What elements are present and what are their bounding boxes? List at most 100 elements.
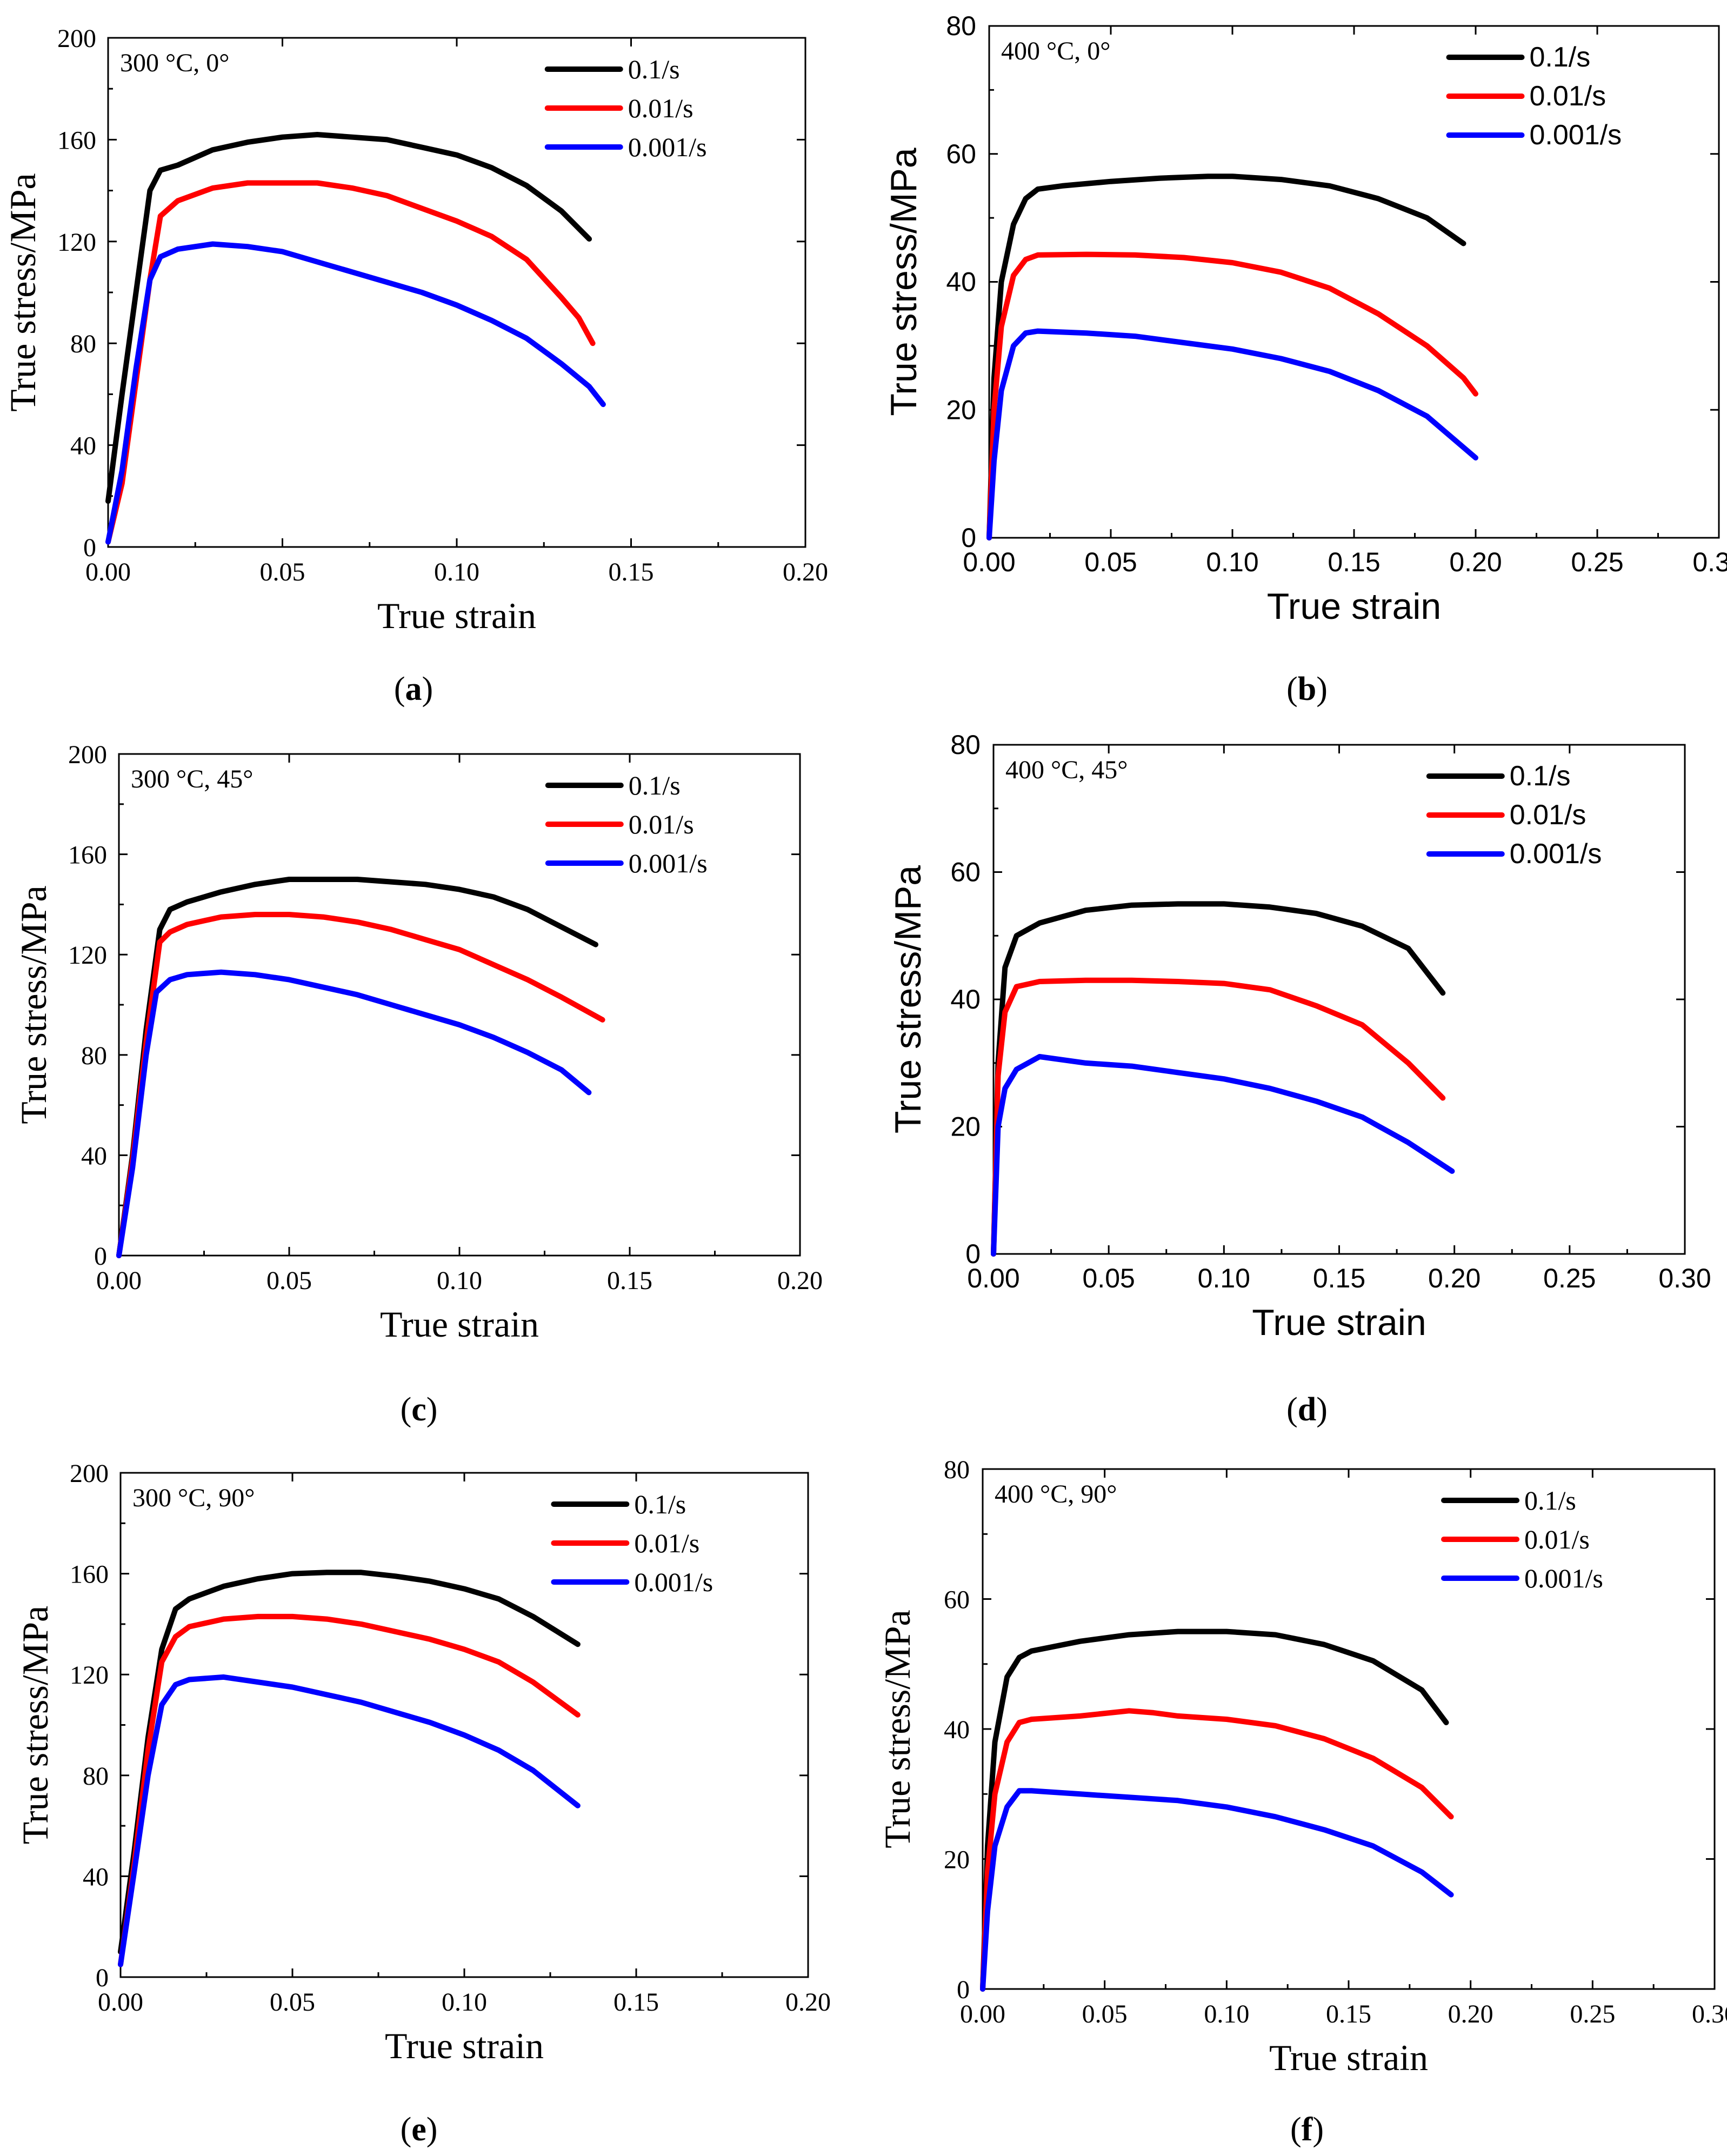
y-tick-label: 0 [961, 523, 976, 553]
chart-panel-f: 0.00 0.05 0.10 0.15 0.20 0.25 0.30 0 20 40 60 80 Tru… [877, 1456, 1727, 2148]
plot-frame [118, 753, 801, 1257]
panel-caption: (c) [401, 1391, 438, 1428]
x-tick-label: 0.30 [1658, 1263, 1711, 1293]
x-tick-label: 0.15 [1326, 2000, 1371, 2028]
legend-label: 0.001/s [634, 1567, 713, 1597]
panel-caption: (d) [1286, 1391, 1328, 1428]
x-tick-label: 0.20 [1448, 2000, 1493, 2028]
series-line-0.1/s [980, 1628, 1449, 1992]
y-tick-label: 80 [946, 11, 976, 41]
x-tick-label: 0.10 [1206, 547, 1258, 577]
y-tick-label: 0 [94, 1242, 107, 1271]
x-tick-label: 0.00 [967, 1263, 1019, 1293]
x-tick-label: 0.30 [1692, 547, 1727, 577]
x-tick-label: 0.10 [437, 1266, 482, 1295]
series-line-0.001/s [116, 969, 592, 1258]
plot-frame [982, 1468, 1716, 1990]
caption-paren: ( [394, 671, 405, 707]
y-tick-label: 200 [70, 1459, 109, 1488]
y-axis-label: True stress/MPa [883, 148, 924, 416]
series-line-0.001/s [986, 328, 1478, 540]
x-tick-label: 0.00 [98, 1988, 143, 2017]
series-line-0.1/s [105, 132, 592, 504]
series-line-0.01/s [105, 180, 596, 545]
series-line-0.001/s [980, 1788, 1454, 1992]
caption-paren: ) [1316, 1391, 1328, 1428]
caption-letter: f [1302, 2111, 1313, 2148]
chart-panel-d: 0.00 0.05 0.10 0.15 0.20 0.25 0.30 0 20 40 60 80 Tru… [888, 730, 1711, 1428]
y-tick-label: 60 [946, 139, 976, 169]
y-axis-label: True stress/MPa [888, 865, 929, 1133]
series-line-0.1/s [991, 901, 1446, 1257]
x-tick-label: 0.05 [270, 1988, 315, 2017]
series-line-0.1/s [116, 877, 598, 1258]
x-tick-label: 0.20 [1428, 1263, 1481, 1293]
legend-label: 0.1/s [1510, 760, 1571, 792]
x-tick-label: 0.05 [1082, 2000, 1128, 2028]
chart-panel-a: 0.00 0.05 0.10 0.15 0.20 0 40 80 120 160 200 True s… [2, 24, 828, 707]
panel-annotation: 400 °C, 90° [995, 1480, 1117, 1508]
panel-caption: (e) [401, 2111, 438, 2148]
legend-label: 0.001/s [1510, 838, 1602, 870]
legend-label: 0.1/s [1524, 1485, 1576, 1516]
caption-paren: ) [1312, 2111, 1324, 2148]
x-tick-label: 0.25 [1570, 2000, 1615, 2028]
caption-letter: a [405, 671, 422, 707]
legend-label: 0.1/s [629, 770, 681, 800]
y-tick-label: 120 [57, 228, 96, 257]
series-line-0.01/s [118, 1613, 581, 1967]
caption-paren: ) [422, 671, 434, 707]
caption-paren: ) [1316, 671, 1328, 707]
caption-paren: ) [426, 2111, 438, 2148]
y-tick-label: 80 [950, 730, 981, 760]
legend-label: 0.01/s [1530, 81, 1606, 112]
y-tick-label: 0 [957, 1975, 970, 2004]
y-tick-label: 120 [70, 1661, 109, 1690]
y-tick-label: 20 [950, 1112, 981, 1142]
x-tick-label: 0.10 [434, 558, 479, 586]
x-tick-label: 0.25 [1543, 1263, 1596, 1293]
x-tick-label: 0.15 [1313, 1263, 1365, 1293]
caption-letter: e [411, 2111, 426, 2148]
x-tick-label: 0.20 [783, 558, 828, 586]
x-tick-label: 0.10 [1204, 2000, 1249, 2028]
legend-label: 0.001/s [628, 132, 707, 162]
y-tick-label: 40 [83, 1863, 109, 1891]
caption-paren: ( [401, 1391, 412, 1428]
series-line-0.01/s [991, 977, 1446, 1257]
y-tick-label: 200 [57, 24, 96, 53]
chart-panel-e: 0.00 0.05 0.10 0.15 0.20 0 40 80 120 160 200 True s… [15, 1459, 831, 2148]
y-tick-label: 0 [96, 1964, 109, 1992]
caption-paren: ( [1286, 671, 1298, 707]
series-line-0.01/s [986, 251, 1478, 540]
panel-caption: (a) [394, 671, 433, 707]
y-tick-label: 120 [68, 941, 107, 970]
series-line-0.1/s [986, 173, 1466, 540]
y-tick-label: 0 [965, 1239, 981, 1269]
x-tick-label: 0.10 [1198, 1263, 1250, 1293]
x-tick-label: 0.00 [85, 558, 131, 586]
chart-panel-c: 0.00 0.05 0.10 0.15 0.20 0 40 80 120 160 200 True s… [13, 740, 823, 1428]
panel-caption: (f) [1290, 2111, 1324, 2148]
y-axis-label: True stress/MPa [13, 885, 54, 1124]
x-tick-label: 0.05 [260, 558, 305, 586]
legend-label: 0.001/s [629, 848, 708, 878]
x-tick-label: 0.15 [614, 1988, 659, 2017]
x-tick-label: 0.20 [785, 1988, 831, 2017]
caption-paren: ( [1290, 2111, 1302, 2148]
x-tick-label: 0.15 [607, 1266, 652, 1295]
caption-letter: c [411, 1391, 426, 1428]
caption-paren: ( [1286, 1391, 1298, 1428]
y-tick-label: 0 [83, 533, 96, 562]
x-tick-label: 0.00 [960, 2000, 1005, 2028]
caption-paren: ( [401, 2111, 412, 2148]
y-tick-label: 20 [946, 395, 976, 425]
y-tick-label: 80 [944, 1456, 970, 1484]
y-tick-label: 40 [950, 984, 981, 1014]
panel-annotation: 300 °C, 45° [131, 765, 253, 793]
x-axis-label: True strain [385, 2025, 544, 2066]
series-line-0.001/s [118, 1674, 581, 1967]
y-tick-label: 80 [70, 330, 96, 358]
y-tick-label: 80 [83, 1762, 109, 1791]
